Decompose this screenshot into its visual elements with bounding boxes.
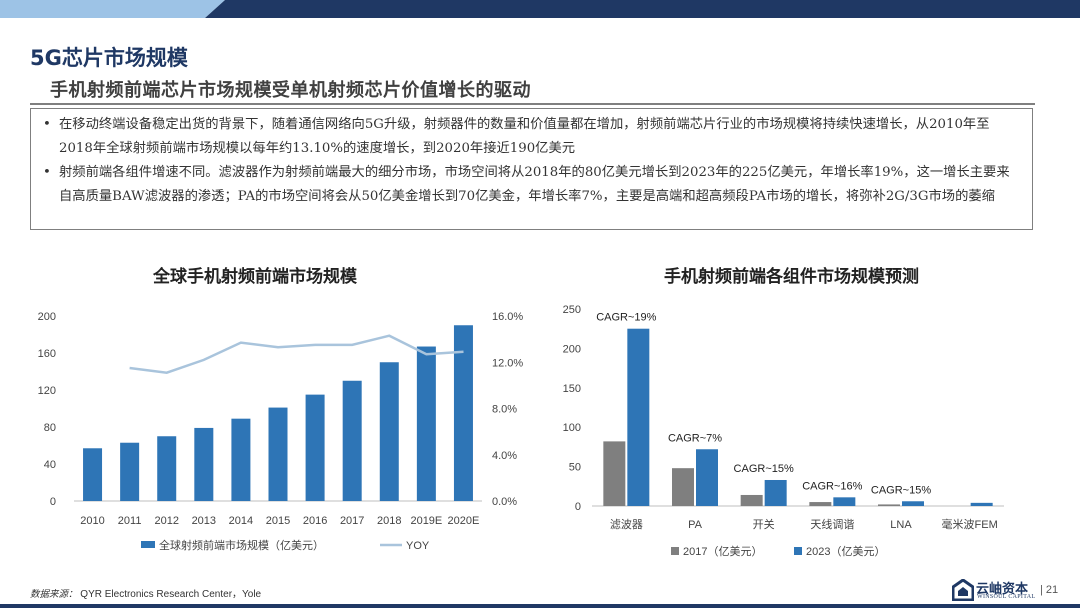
bullet-text: 在移动终端设备稳定出货的背景下，随着通信网络向5G升级，射频器件的数量和价值量都…: [59, 117, 990, 156]
x-tick-label: 2010: [80, 515, 104, 527]
x-tick-label: 2015: [266, 515, 290, 527]
y-tick-label: 200: [38, 311, 56, 323]
legend-swatch-2023: [794, 547, 802, 555]
title-divider: [30, 103, 1035, 105]
bar-2023: [696, 449, 718, 506]
legend-label-market: 全球射频前端市场规模（亿美元）: [159, 538, 324, 552]
x-tick-label: 2016: [303, 515, 327, 527]
x-tick-label: 开关: [753, 517, 775, 531]
bar-2023: [833, 497, 856, 506]
bullet-mark: •: [43, 165, 51, 180]
company-logo: 云岫资本 WINSOUL CAPITAL: [952, 578, 1036, 604]
source-label: 数据来源：: [30, 589, 78, 600]
top-banner: [0, 0, 1080, 18]
source-text: QYR Electronics Research Center，Yole: [80, 589, 262, 600]
bar-2017: [603, 441, 626, 506]
chart1-title: 全球手机射频前端市场规模: [153, 267, 357, 287]
y2-tick-label: 0.0%: [492, 496, 517, 508]
x-tick-label: 2018: [377, 515, 401, 527]
page-subtitle: 手机射频前端芯片市场规模受单机射频芯片价值增长的驱动: [50, 80, 531, 101]
page-title: 5G芯片市场规模: [30, 46, 188, 70]
market-bar: [83, 448, 103, 501]
market-bar: [342, 380, 362, 501]
x-tick-label: 2013: [192, 515, 216, 527]
market-bar: [268, 407, 288, 501]
market-bar: [231, 418, 251, 501]
page-number: | 21: [1040, 584, 1059, 596]
y-tick-label: 120: [38, 385, 56, 397]
y-tick-label: 50: [569, 462, 581, 474]
cagr-annotation: CAGR~19%: [596, 312, 656, 324]
logo-chinese: 云岫资本: [976, 582, 1029, 597]
bar-2023: [970, 502, 993, 506]
cagr-annotation: CAGR~7%: [668, 432, 722, 444]
x-tick-label: 毫米波FEM: [942, 517, 998, 531]
y-tick-label: 150: [563, 383, 581, 395]
y2-tick-label: 12.0%: [492, 357, 523, 369]
bullet-mark: •: [43, 117, 51, 132]
bottom-bar: [0, 604, 1080, 608]
bar-2017: [878, 504, 900, 506]
y2-tick-label: 16.0%: [492, 311, 523, 323]
cagr-annotation: CAGR~15%: [734, 463, 794, 475]
x-tick-label: 天线调谐: [810, 517, 854, 531]
bar-2023: [902, 501, 924, 506]
bar-2023: [764, 479, 787, 506]
y2-tick-label: 8.0%: [492, 404, 517, 416]
legend-label-2023: 2023（亿美元）: [806, 545, 885, 558]
summary-box: • 在移动终端设备稳定出货的背景下，随着通信网络向5G升级，射频器件的数量和价值…: [30, 108, 1033, 230]
market-bar: [379, 362, 399, 501]
data-source: 数据来源： QYR Electronics Research Center，Yo…: [30, 585, 261, 600]
market-bar: [120, 442, 140, 501]
y-tick-label: 100: [563, 422, 581, 434]
x-tick-label: 滤波器: [610, 518, 643, 531]
y-tick-label: 0: [50, 496, 56, 508]
chart2-title: 手机射频前端各组件市场规模预测: [664, 267, 919, 287]
legend-label-2017: 2017（亿美元）: [683, 545, 762, 558]
bar-2017: [740, 494, 763, 506]
x-tick-label: 2017: [340, 515, 364, 527]
bullet-text: 射频前端各组件增速不同。滤波器作为射频前端最大的细分市场，市场空间将从2018年…: [59, 165, 1010, 204]
y-tick-label: 160: [38, 348, 56, 360]
bar-2023: [627, 328, 650, 506]
summary-bullet: • 射频前端各组件增速不同。滤波器作为射频前端最大的细分市场，市场空间将从201…: [43, 161, 1022, 209]
market-bar: [194, 427, 214, 501]
y-tick-label: 80: [44, 422, 56, 434]
y-tick-label: 200: [563, 343, 581, 355]
summary-bullet: • 在移动终端设备稳定出货的背景下，随着通信网络向5G升级，射频器件的数量和价值…: [43, 113, 1022, 161]
x-tick-label: 2011: [118, 515, 142, 527]
cagr-annotation: CAGR~16%: [802, 480, 862, 492]
market-bar: [416, 346, 436, 501]
legend-label-yoy: YOY: [406, 540, 430, 552]
x-tick-label: 2014: [229, 515, 253, 527]
yoy-line: [129, 334, 464, 374]
market-bar: [157, 436, 177, 501]
x-tick-label: PA: [688, 519, 703, 531]
bar-2017: [809, 502, 832, 506]
x-tick-label: 2012: [154, 515, 178, 527]
legend-swatch-2017: [671, 547, 679, 555]
logo-mark-icon: [952, 579, 974, 601]
bar-2017: [672, 468, 694, 506]
logo-english: WINSOUL CAPITAL: [977, 594, 1036, 600]
x-tick-label: 2020E: [448, 515, 480, 527]
y2-tick-label: 4.0%: [492, 450, 517, 462]
y-tick-label: 250: [563, 304, 581, 316]
y-tick-label: 0: [575, 501, 581, 513]
market-bar: [305, 394, 325, 501]
x-tick-label: LNA: [890, 519, 912, 531]
legend-swatch-market: [141, 541, 155, 548]
x-tick-label: 2019E: [410, 515, 442, 527]
market-bar: [453, 325, 473, 501]
y-tick-label: 40: [44, 459, 56, 471]
cagr-annotation: CAGR~15%: [871, 484, 931, 496]
